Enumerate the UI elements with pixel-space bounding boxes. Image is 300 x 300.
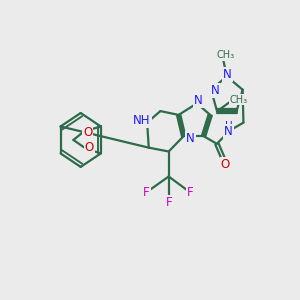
Text: N: N	[224, 125, 233, 138]
Text: CH₃: CH₃	[216, 50, 234, 60]
Text: O: O	[85, 141, 94, 154]
Text: F: F	[165, 196, 172, 209]
Text: N: N	[211, 84, 220, 97]
Text: N: N	[223, 68, 232, 81]
Text: CH₃: CH₃	[230, 95, 248, 105]
Text: NH: NH	[134, 114, 151, 127]
Text: O: O	[220, 158, 230, 170]
Text: F: F	[187, 186, 194, 200]
Text: F: F	[143, 186, 150, 200]
Text: H: H	[225, 121, 232, 130]
Text: N: N	[186, 131, 195, 145]
Text: N: N	[194, 94, 203, 107]
Text: O: O	[83, 126, 92, 139]
